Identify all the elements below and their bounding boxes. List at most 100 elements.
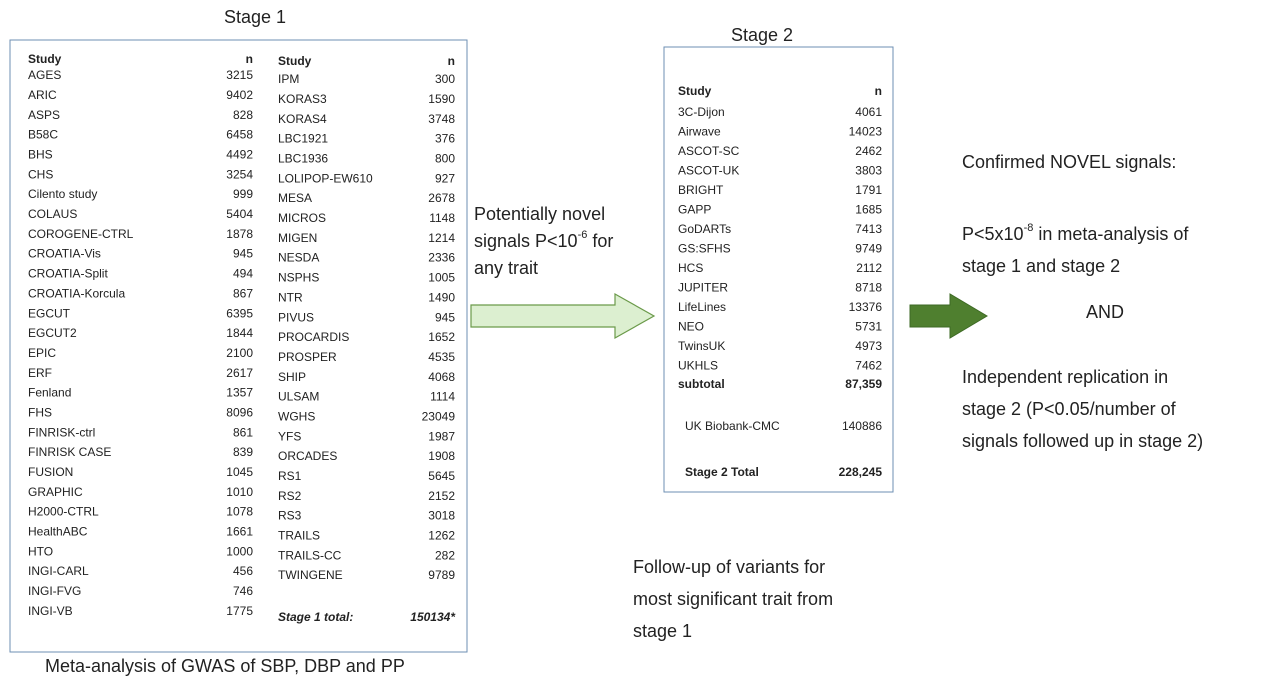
- study-name: ASPS: [28, 108, 60, 122]
- arrow-label-text: any trait: [474, 258, 538, 278]
- study-n: 839: [233, 445, 253, 459]
- study-name: CHS: [28, 167, 53, 181]
- study-name: ASCOT-SC: [678, 144, 740, 158]
- study-n: 800: [435, 152, 455, 166]
- study-n: 927: [435, 171, 455, 185]
- study-n: 1262: [428, 528, 455, 542]
- study-name: RS3: [278, 509, 302, 523]
- study-name: ASCOT-UK: [678, 164, 739, 178]
- study-n: 494: [233, 267, 253, 281]
- study-name: COROGENE-CTRL: [28, 227, 134, 241]
- study-name: ERF: [28, 366, 52, 380]
- study-n: 945: [233, 247, 253, 261]
- study-name: UKHLS: [678, 359, 718, 373]
- study-n: 6395: [226, 306, 253, 320]
- study-name: Airwave: [678, 125, 721, 139]
- stage2-total-value: 228,245: [839, 465, 883, 479]
- study-name: KORAS3: [278, 92, 327, 106]
- study-name: GoDARTs: [678, 222, 731, 236]
- study-n: 1590: [428, 92, 455, 106]
- study-n: 4068: [428, 370, 455, 384]
- study-name: GS:SFHS: [678, 242, 731, 256]
- stage2-caption: Follow-up of variants for: [633, 557, 825, 577]
- study-n: 3803: [855, 164, 882, 178]
- study-n: 945: [435, 310, 455, 324]
- study-name: HealthABC: [28, 524, 88, 538]
- study-n: 5731: [855, 320, 882, 334]
- study-n: 5645: [428, 469, 455, 483]
- study-name: COLAUS: [28, 207, 77, 221]
- criterion1-text: P<5x10: [962, 224, 1024, 244]
- study-name: RS1: [278, 469, 302, 483]
- study-n: 2462: [855, 144, 882, 158]
- study-name: ARIC: [28, 88, 57, 102]
- study-name: MICROS: [278, 211, 326, 225]
- study-n: 9749: [855, 242, 882, 256]
- stage2-total-label: Stage 2 Total: [685, 465, 759, 479]
- column-header: Study: [278, 54, 312, 68]
- study-name: EPIC: [28, 346, 56, 360]
- study-n: 1844: [226, 326, 253, 340]
- arrow-label-text: signals P<10: [474, 231, 578, 251]
- criterion1: P<5x10-8 in meta-analysis of: [962, 222, 1189, 244]
- study-name: BRIGHT: [678, 183, 724, 197]
- study-name: NTR: [278, 290, 303, 304]
- study-n: 4535: [428, 350, 455, 364]
- study-name: HTO: [28, 544, 53, 558]
- study-n: 746: [233, 584, 253, 598]
- criterion1: stage 1 and stage 2: [962, 256, 1120, 276]
- arrow-label-sup: -6: [578, 229, 588, 241]
- study-n: 13376: [849, 300, 883, 314]
- study-name: UK Biobank-CMC: [685, 419, 780, 433]
- study-n: 1878: [226, 227, 253, 241]
- study-n: 9789: [428, 568, 455, 582]
- arrow-label: signals P<10-6 for: [474, 229, 613, 251]
- study-name: CROATIA-Vis: [28, 247, 101, 261]
- subtotal-label: subtotal: [678, 377, 725, 391]
- study-name: B58C: [28, 128, 58, 142]
- study-n: 1652: [428, 330, 455, 344]
- study-name: GRAPHIC: [28, 485, 83, 499]
- study-n: 2100: [226, 346, 253, 360]
- study-n: 3254: [226, 167, 253, 181]
- study-name: INGI-VB: [28, 604, 73, 618]
- study-n: 3215: [226, 68, 253, 82]
- column-header: Study: [28, 52, 62, 66]
- study-n: 3748: [428, 112, 455, 126]
- study-name: TRAILS: [278, 528, 320, 542]
- criterion1-sup: -8: [1024, 222, 1034, 234]
- study-n: 2617: [226, 366, 253, 380]
- arrow-label: any trait: [474, 258, 538, 278]
- study-n: 8718: [855, 281, 882, 295]
- subtotal-value: 87,359: [845, 377, 882, 391]
- study-name: YFS: [278, 429, 301, 443]
- study-name: FINRISK CASE: [28, 445, 111, 459]
- stage2-title: Stage 2: [731, 25, 793, 45]
- column-header: n: [875, 84, 882, 98]
- result-heading: Confirmed NOVEL signals:: [962, 152, 1176, 172]
- arrow-to-stage2: [470, 292, 656, 340]
- study-name: FHS: [28, 405, 52, 419]
- study-name: KORAS4: [278, 112, 327, 126]
- study-name: AGES: [28, 68, 61, 82]
- study-name: NSPHS: [278, 271, 319, 285]
- study-name: RS2: [278, 489, 302, 503]
- study-n: 4492: [226, 148, 253, 162]
- study-name: WGHS: [278, 409, 315, 423]
- study-name: ULSAM: [278, 390, 319, 404]
- study-n: 1791: [855, 183, 882, 197]
- stage1-total-value: 150134*: [410, 610, 456, 624]
- study-name: INGI-FVG: [28, 584, 81, 598]
- stage2-caption: stage 1: [633, 621, 692, 641]
- column-header: n: [246, 52, 253, 66]
- study-n: 861: [233, 425, 253, 439]
- column-header: n: [448, 54, 455, 68]
- study-n: 1987: [428, 429, 455, 443]
- study-n: 1000: [226, 544, 253, 558]
- study-name: CROATIA-Split: [28, 267, 108, 281]
- study-name: PROSPER: [278, 350, 337, 364]
- study-n: 2112: [856, 261, 882, 275]
- study-n: 1490: [428, 290, 455, 304]
- study-n: 828: [233, 108, 253, 122]
- study-n: 1357: [226, 386, 253, 400]
